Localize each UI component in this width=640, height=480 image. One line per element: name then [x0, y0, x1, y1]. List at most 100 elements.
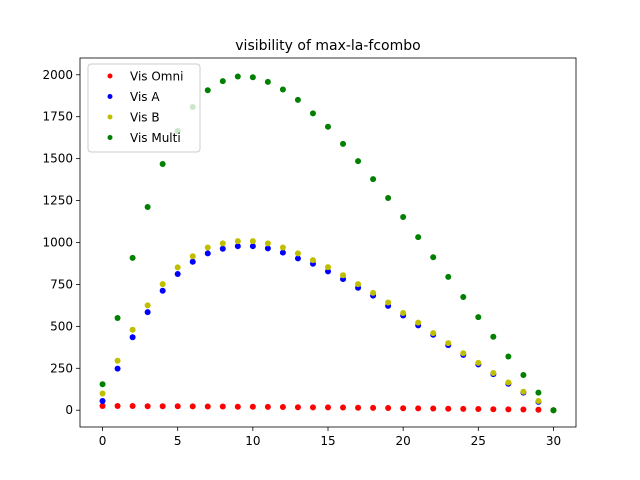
data-point [279, 244, 286, 251]
data-point [114, 357, 121, 364]
data-point [114, 314, 121, 321]
data-point [309, 110, 316, 117]
data-point [400, 214, 407, 221]
data-point [415, 319, 422, 326]
data-point [294, 255, 301, 262]
data-point [520, 406, 527, 413]
data-point [505, 379, 512, 386]
data-point [144, 302, 151, 309]
y-tick-label: 750 [50, 277, 73, 291]
data-point [234, 403, 241, 410]
data-point [159, 287, 166, 294]
data-point [114, 365, 121, 372]
x-tick-label: 0 [99, 434, 107, 448]
data-point [309, 257, 316, 264]
data-point [430, 254, 437, 261]
data-point [219, 403, 226, 410]
data-point [445, 405, 452, 412]
legend-marker [107, 114, 113, 120]
y-tick-label: 1000 [42, 236, 73, 250]
data-point [400, 309, 407, 316]
legend-label: Vis Multi [130, 131, 181, 145]
data-point [249, 243, 256, 250]
data-point [415, 405, 422, 412]
data-point [340, 272, 347, 279]
y-tick-label: 1250 [42, 194, 73, 208]
series-vis-b [99, 238, 557, 414]
legend-marker [107, 94, 113, 99]
data-point [415, 234, 422, 241]
data-point [99, 403, 106, 410]
data-point [475, 406, 482, 413]
data-point [279, 249, 286, 256]
data-point [264, 245, 271, 252]
y-tick-label: 1750 [42, 110, 73, 124]
data-point [325, 264, 331, 271]
legend-marker [107, 135, 113, 140]
series-vis-multi [99, 73, 557, 414]
data-point [144, 203, 151, 210]
data-point [144, 309, 151, 316]
data-point [385, 299, 392, 306]
data-point [294, 96, 301, 103]
data-point [460, 405, 467, 412]
data-point [535, 389, 542, 396]
y-tick-label: 250 [50, 361, 73, 375]
y-tick-label: 500 [50, 319, 73, 333]
data-point [219, 240, 226, 247]
data-point [294, 404, 301, 411]
data-point [219, 78, 226, 85]
data-point [129, 254, 136, 261]
data-point [355, 281, 362, 288]
data-point [340, 404, 347, 411]
data-point [234, 73, 241, 80]
x-tick-label: 30 [546, 434, 561, 448]
data-point [340, 140, 347, 147]
legend: Vis Omni Vis A Vis B Vis Multi [87, 63, 201, 153]
data-point [535, 398, 542, 405]
x-axis: 0 5 10 15 20 25 30 [99, 427, 561, 448]
y-tick-label: 0 [65, 403, 73, 417]
data-point [325, 268, 331, 275]
data-point [129, 326, 136, 333]
data-point [520, 372, 527, 379]
data-point [279, 86, 286, 93]
data-point [234, 238, 241, 245]
series-vis-omni [99, 403, 557, 414]
x-tick-label: 25 [471, 434, 486, 448]
data-point [189, 253, 196, 260]
data-point [189, 403, 196, 410]
legend-label: Vis A [130, 90, 160, 104]
data-point [99, 381, 106, 388]
data-point [159, 161, 166, 168]
data-point [370, 289, 377, 296]
data-point [144, 403, 151, 410]
legend-box [87, 63, 201, 153]
data-point [475, 359, 482, 366]
data-point [264, 403, 271, 410]
legend-label: Vis B [130, 111, 160, 125]
data-point [174, 403, 181, 410]
data-point [204, 403, 211, 410]
data-point [490, 406, 497, 413]
data-point [264, 78, 271, 85]
data-point [159, 281, 166, 288]
data-point [189, 258, 196, 265]
series-layer [99, 73, 557, 414]
data-point [129, 334, 136, 341]
data-point [174, 271, 181, 278]
data-point [174, 264, 181, 271]
data-point [505, 406, 512, 413]
data-point [490, 369, 497, 376]
legend-label: Vis Omni [130, 70, 183, 84]
data-point [159, 403, 166, 410]
legend-marker [107, 73, 113, 79]
data-point [309, 404, 316, 411]
data-point [204, 244, 211, 251]
data-point [475, 314, 482, 321]
data-point [129, 403, 136, 410]
data-point [325, 404, 331, 411]
data-point [204, 250, 211, 257]
data-point [294, 250, 301, 257]
y-axis: 0 250 500 750 1000 1250 1500 1750 2000 [42, 68, 80, 417]
